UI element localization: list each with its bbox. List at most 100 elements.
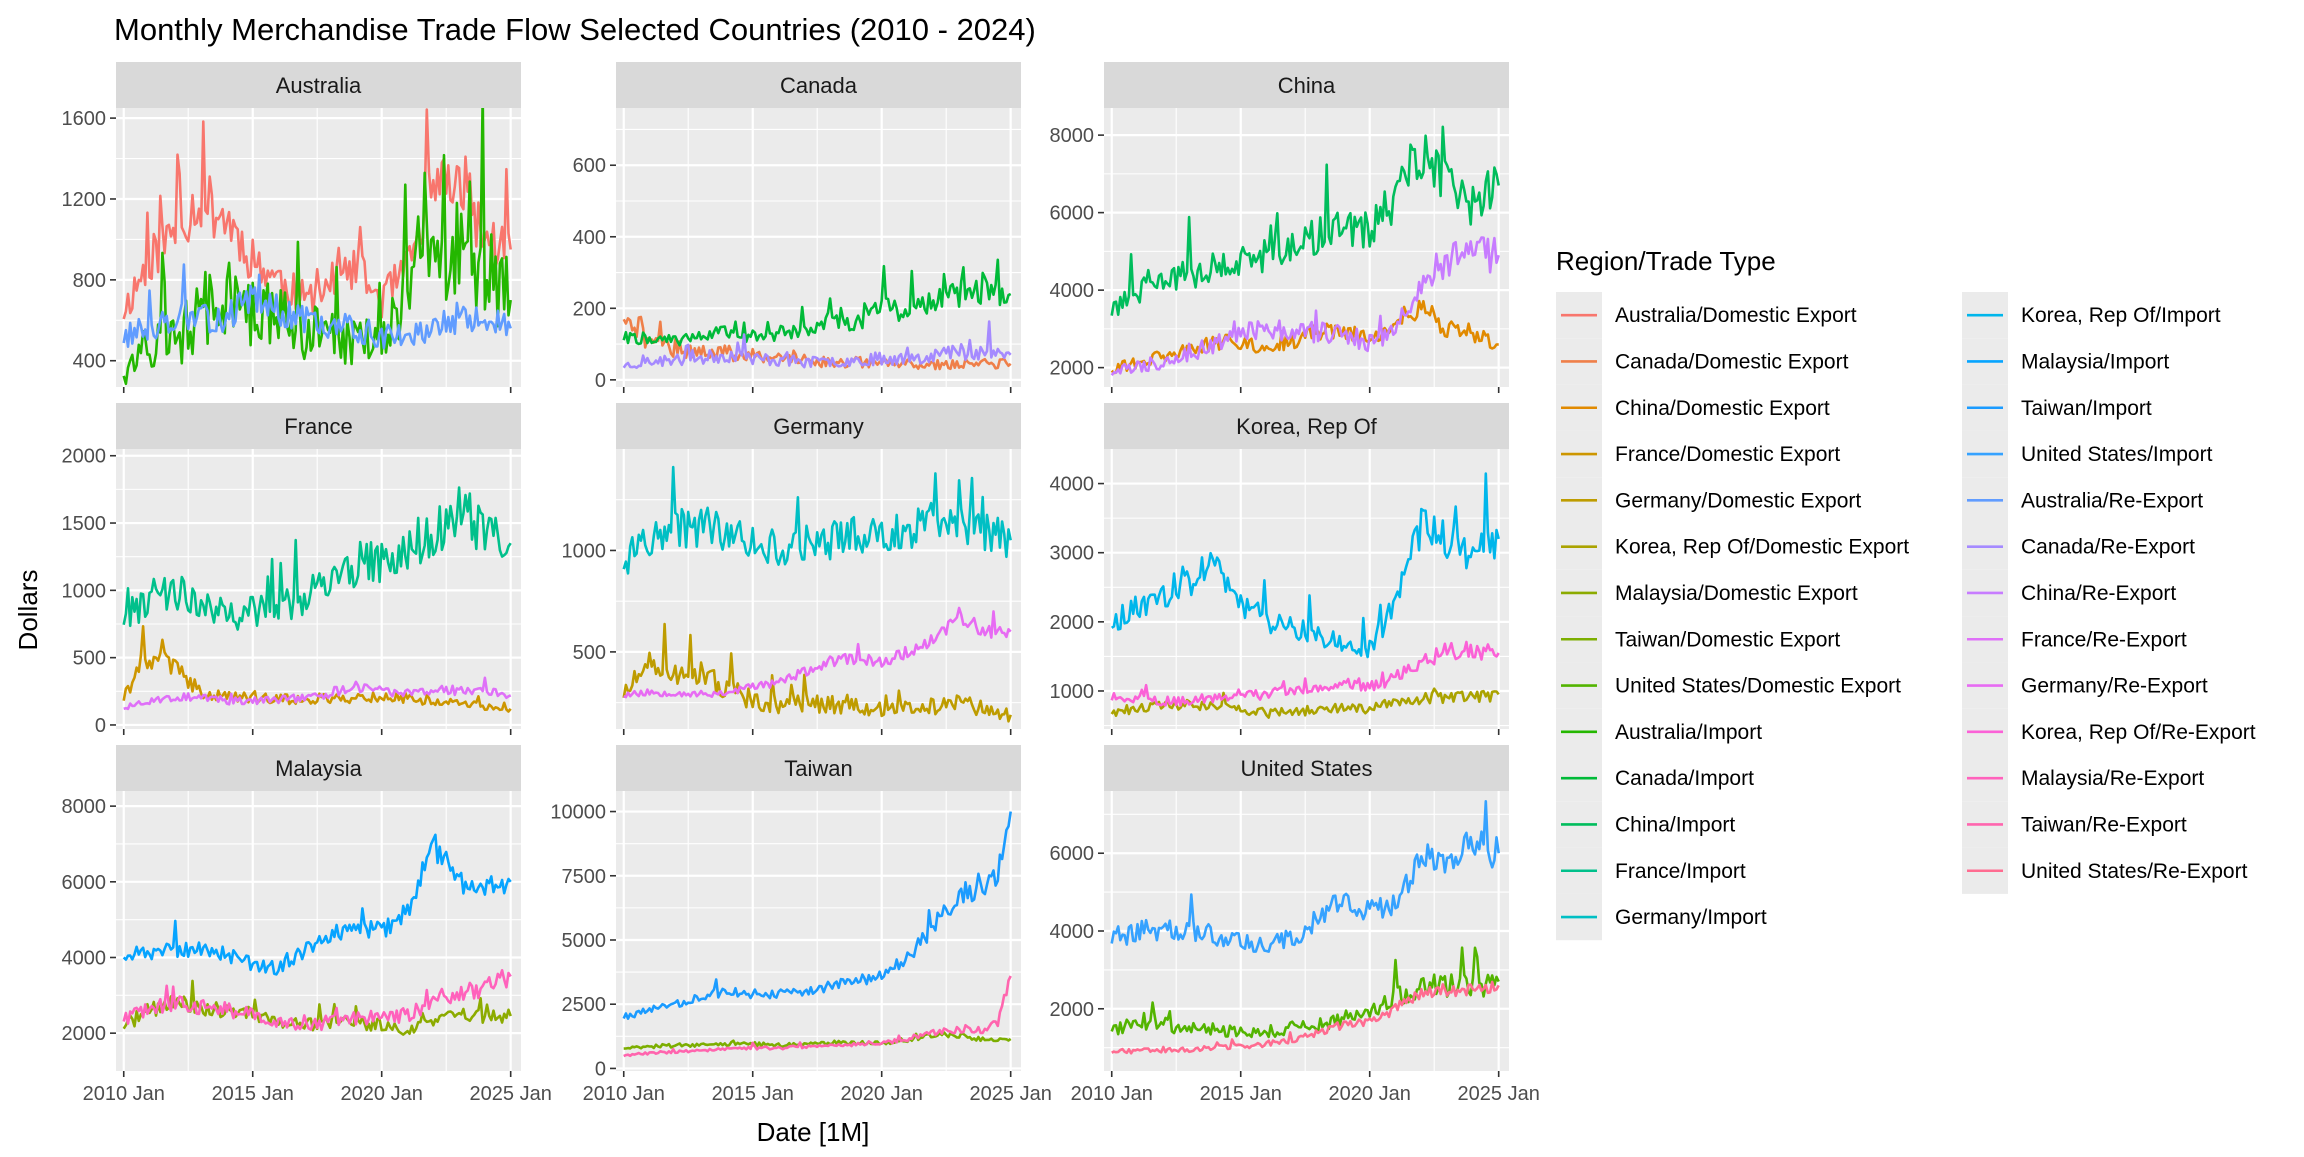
series-line [1110, 800, 1500, 953]
y-tick-label: 0 [595, 370, 606, 392]
facet-panel: Malaysia 2000 4000 6000 8000 2010 Jan 2015 Jan… [62, 745, 552, 1105]
y-tick-label: 4000 [62, 947, 107, 969]
y-tick-label: 8000 [62, 796, 107, 818]
facet-strip-label: Malaysia [275, 756, 363, 781]
series-group [1110, 800, 1500, 1055]
x-tick-label: 2020 Jan [1329, 1083, 1411, 1105]
series-group [122, 108, 512, 386]
legend-label: Canada/Re-Export [2021, 536, 2195, 559]
series-line [622, 465, 1012, 575]
legend-label: France/Re-Export [2021, 628, 2187, 651]
legend-label: Germany/Import [1615, 906, 1767, 929]
facet-panel: Australia 400 800 1200 1600 [62, 62, 521, 393]
y-tick-label: 500 [73, 648, 106, 670]
y-tick-label: 3000 [1050, 543, 1095, 565]
y-axis-title: Dollars [13, 570, 43, 651]
x-tick-label: 2010 Jan [83, 1083, 165, 1105]
legend-label: United States/Re-Export [2021, 860, 2248, 883]
facet-panels: Australia40080012001600Canada0200400600C… [62, 62, 1540, 1105]
legend-label: Malaysia/Domestic Export [1615, 582, 1858, 605]
y-tick-label: 2500 [562, 994, 607, 1016]
series-group [1110, 125, 1500, 377]
legend-label: China/Domestic Export [1615, 397, 1830, 420]
y-tick-label: 1600 [62, 108, 107, 130]
series-line [122, 969, 512, 1032]
y-tick-label: 1500 [62, 513, 107, 535]
series-line [123, 676, 512, 711]
series-line [1111, 472, 1500, 659]
y-tick-label: 7500 [562, 866, 607, 888]
series-group [622, 258, 1012, 371]
plot-background [616, 791, 1021, 1071]
series-line [622, 258, 1012, 347]
y-tick-label: 2000 [62, 1023, 107, 1045]
y-tick-label: 6000 [62, 872, 107, 894]
facet-strip [616, 403, 1021, 449]
facet-strip [116, 745, 521, 791]
legend-label: Taiwan/Domestic Export [1615, 628, 1840, 651]
y-tick-label: 400 [73, 351, 106, 373]
facet-panel: Canada 0 200 400 600 [573, 62, 1021, 393]
facet-strip [1104, 62, 1509, 108]
x-tick-label: 2025 Jan [1458, 1083, 1540, 1105]
facet-strip-label: Korea, Rep Of [1236, 414, 1378, 439]
y-tick-label: 6000 [1050, 203, 1095, 225]
y-tick-label: 0 [95, 715, 106, 737]
series-line [623, 1031, 1012, 1050]
series-line [122, 833, 512, 976]
facet-panel: Korea, Rep Of 1000 2000 3000 4000 [1050, 403, 1509, 735]
y-tick-label: 1000 [62, 580, 107, 602]
y-tick-label: 2000 [1050, 612, 1095, 634]
series-group [622, 811, 1012, 1058]
chart-title: Monthly Merchandise Trade Flow Selected … [114, 12, 1036, 47]
y-tick-label: 2000 [1050, 999, 1095, 1021]
legend-title: Region/Trade Type [1556, 246, 1776, 276]
facet-panel: Germany 500 1000 [562, 403, 1021, 735]
legend-label: Australia/Domestic Export [1615, 304, 1857, 327]
legend-label: Australia/Import [1615, 721, 1762, 744]
legend-label: China/Re-Export [2021, 582, 2176, 605]
y-tick-label: 800 [73, 270, 106, 292]
y-tick-label: 4000 [1050, 921, 1095, 943]
facet-strip-label: Germany [773, 414, 863, 439]
legend-label: France/Import [1615, 860, 1746, 883]
y-tick-label: 2000 [62, 446, 107, 468]
legend-label: Malaysia/Re-Export [2021, 767, 2204, 790]
series-line [122, 108, 512, 320]
facet-strip-label: China [1278, 73, 1336, 98]
facet-panel: China 2000 4000 6000 8000 [1050, 62, 1509, 393]
y-tick-label: 1000 [1050, 681, 1095, 703]
legend-label: France/Domestic Export [1615, 443, 1840, 466]
series-line [1110, 946, 1500, 1039]
legend-label: Germany/Domestic Export [1615, 489, 1861, 512]
series-line [622, 622, 1012, 723]
series-line [1110, 236, 1500, 377]
series-line [122, 625, 512, 713]
legend-label: China/Import [1615, 813, 1735, 836]
facet-strip [1104, 403, 1509, 449]
x-tick-label: 2010 Jan [583, 1083, 665, 1105]
y-tick-label: 500 [573, 642, 606, 664]
series-line [623, 975, 1012, 1058]
y-tick-label: 0 [595, 1058, 606, 1080]
legend-label: Korea, Rep Of/Import [2021, 304, 2221, 327]
x-tick-label: 2015 Jan [212, 1083, 294, 1105]
legend-label: Germany/Re-Export [2021, 675, 2208, 698]
x-tick-label: 2015 Jan [712, 1083, 794, 1105]
series-line [622, 811, 1012, 1020]
x-tick-label: 2015 Jan [1200, 1083, 1282, 1105]
legend-label: United States/Domestic Export [1615, 675, 1901, 698]
y-tick-label: 4000 [1050, 280, 1095, 302]
legend-label: Canada/Import [1615, 767, 1754, 790]
x-tick-label: 2025 Jan [470, 1083, 552, 1105]
facet-strip-label: Taiwan [784, 756, 852, 781]
legend-label: Taiwan/Re-Export [2021, 813, 2187, 836]
series-group [122, 833, 512, 1036]
series-group [122, 486, 512, 713]
series-line [1110, 125, 1500, 316]
x-tick-label: 2020 Jan [341, 1083, 423, 1105]
facet-strip-label: Australia [276, 73, 362, 98]
legend-label: Canada/Domestic Export [1615, 350, 1849, 373]
